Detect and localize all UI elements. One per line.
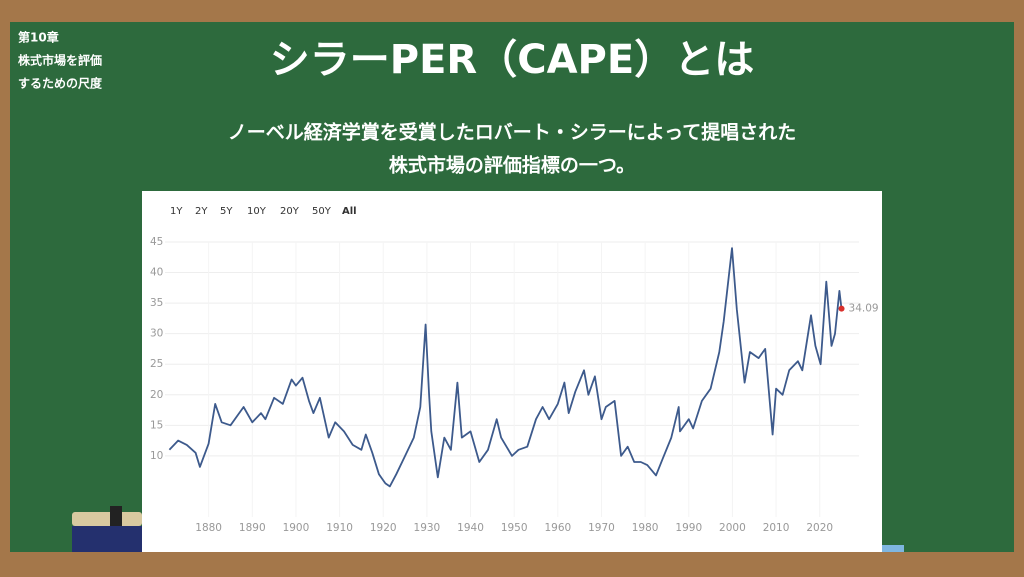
x-tick-label: 1970 bbox=[588, 522, 615, 534]
x-tick-label: 1940 bbox=[457, 522, 484, 534]
last-value-label: 34.09 bbox=[849, 303, 879, 315]
x-tick-label: 1910 bbox=[326, 522, 353, 534]
y-tick-label: 10 bbox=[150, 450, 163, 462]
frame-bottom bbox=[0, 552, 1024, 577]
chapter: するための尺度 bbox=[18, 76, 103, 91]
x-tick-label: 1930 bbox=[414, 522, 441, 534]
chapter: 株式市場を評価 bbox=[18, 53, 102, 68]
range-button[interactable]: All bbox=[342, 206, 357, 217]
range-button[interactable]: 10Y bbox=[247, 206, 267, 217]
eraser bbox=[72, 506, 142, 552]
y-tick-label: 15 bbox=[150, 419, 163, 431]
x-tick-label: 1960 bbox=[544, 522, 571, 534]
range-button[interactable]: 2Y bbox=[195, 206, 208, 217]
x-tick-label: 1920 bbox=[370, 522, 397, 534]
x-tick-label: 1900 bbox=[283, 522, 310, 534]
y-tick-label: 35 bbox=[150, 297, 163, 309]
range-button[interactable]: 1Y bbox=[170, 206, 183, 217]
x-tick-label: 1990 bbox=[675, 522, 702, 534]
chalk bbox=[882, 545, 904, 552]
y-tick-label: 20 bbox=[150, 389, 163, 401]
x-tick-label: 1880 bbox=[195, 522, 222, 534]
frame-top bbox=[0, 0, 1024, 22]
range-button[interactable]: 50Y bbox=[312, 206, 332, 217]
last-point bbox=[838, 305, 845, 312]
x-tick-label: 2020 bbox=[806, 522, 833, 534]
range-button[interactable]: 5Y bbox=[220, 206, 233, 217]
chart-panel bbox=[142, 191, 882, 552]
subtitle: 株式市場の評価指標の一つ。 bbox=[389, 154, 635, 177]
x-tick-label: 2010 bbox=[763, 522, 790, 534]
subtitle: ノーベル経済学賞を受賞したロバート・シラーによって提唱された bbox=[228, 121, 796, 144]
x-tick-label: 2000 bbox=[719, 522, 746, 534]
y-tick-label: 30 bbox=[150, 328, 163, 340]
chapter: 第10章 bbox=[18, 30, 59, 45]
x-tick-label: 1950 bbox=[501, 522, 528, 534]
y-tick-label: 25 bbox=[150, 358, 163, 370]
line bbox=[168, 247, 843, 488]
x-tick-label: 1980 bbox=[632, 522, 659, 534]
x-tick-label: 1890 bbox=[239, 522, 266, 534]
title: シラーPER（CAPE）とは bbox=[270, 37, 754, 83]
y-tick-label: 45 bbox=[150, 236, 163, 248]
range-button[interactable]: 20Y bbox=[280, 206, 300, 217]
y-tick-label: 40 bbox=[150, 267, 163, 279]
